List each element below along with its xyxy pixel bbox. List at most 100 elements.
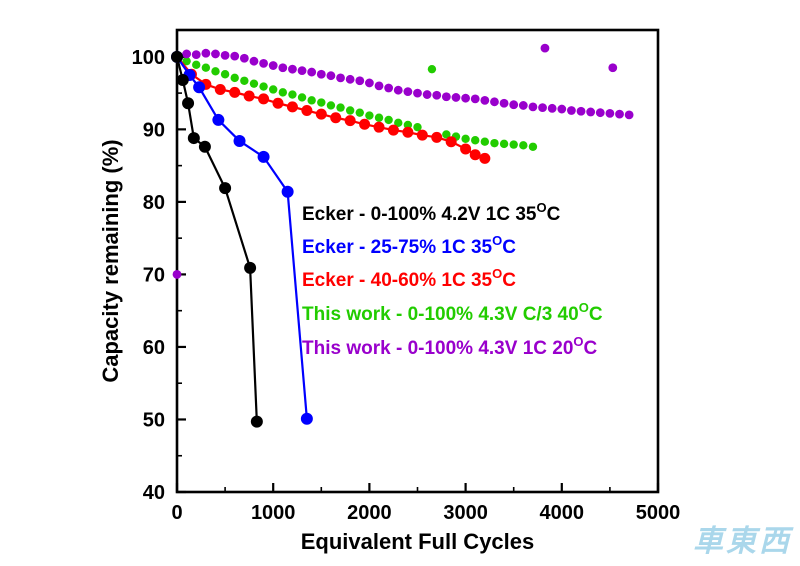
data-point — [176, 74, 189, 87]
data-point — [471, 136, 480, 145]
data-point — [286, 101, 298, 113]
data-point — [336, 73, 345, 83]
data-point — [307, 96, 316, 105]
data-point — [538, 103, 547, 113]
data-point — [528, 142, 538, 151]
data-point — [413, 88, 422, 98]
x-tick-label: 4000 — [540, 502, 585, 524]
data-point — [259, 58, 268, 68]
legend-entry-this-work-c3-40c: This work - 0-100% 4.3V C/3 40OC — [302, 300, 603, 325]
data-point — [427, 64, 437, 74]
data-point — [445, 136, 457, 148]
data-point — [431, 131, 443, 143]
data-point — [239, 53, 249, 63]
data-point — [258, 93, 270, 105]
data-point — [528, 102, 538, 112]
data-point — [171, 50, 183, 63]
data-point — [384, 83, 394, 93]
data-point — [374, 113, 384, 122]
data-point — [499, 98, 509, 108]
legend-entry-this-work-1c-20c: This work - 0-100% 4.3V 1C 20OC — [302, 334, 598, 359]
data-point — [586, 107, 596, 117]
data-point — [278, 63, 288, 73]
data-point — [461, 134, 470, 143]
data-point — [519, 141, 528, 150]
data-point — [624, 110, 634, 120]
data-point — [272, 97, 284, 109]
data-point — [518, 101, 528, 110]
data-point — [269, 85, 278, 94]
data-point — [233, 134, 246, 147]
data-point — [547, 103, 557, 113]
data-point — [608, 63, 618, 73]
watermark: 車東西 — [693, 525, 792, 558]
data-point — [268, 61, 278, 70]
x-tick-label: 2000 — [347, 502, 392, 524]
data-point — [211, 67, 220, 76]
data-point — [297, 66, 307, 76]
data-point — [229, 86, 241, 98]
data-point — [470, 94, 480, 104]
data-point — [557, 104, 567, 114]
series-line-ecker-25-75 — [176, 56, 308, 419]
x-axis-title: Equivalent Full Cycles — [301, 529, 535, 554]
data-point — [344, 115, 356, 127]
data-point — [441, 92, 451, 102]
data-point — [230, 51, 240, 61]
series-this-work-c3-40c — [172, 52, 538, 151]
series-line-ecker-0-100 — [175, 56, 258, 422]
data-point — [442, 130, 451, 139]
x-tick-label: 3000 — [443, 502, 488, 524]
data-point — [182, 97, 195, 110]
x-tick-label: 1000 — [251, 502, 296, 524]
legend-entry-ecker-25-75: Ecker - 25-75% 1C 35OC — [302, 233, 516, 258]
series-ecker-40-60 — [171, 51, 491, 164]
data-point — [211, 49, 220, 59]
data-point — [288, 90, 297, 99]
data-point — [461, 93, 470, 103]
data-point — [479, 152, 491, 164]
data-point — [365, 78, 374, 88]
data-point — [384, 115, 393, 125]
y-tick-label: 40 — [143, 482, 165, 504]
data-point — [315, 108, 327, 120]
data-point — [387, 124, 399, 136]
data-point — [509, 140, 518, 149]
data-point — [393, 85, 403, 95]
data-point — [230, 73, 239, 83]
y-tick-label: 70 — [143, 264, 165, 286]
data-point — [336, 103, 345, 112]
data-point — [499, 139, 509, 149]
data-point — [402, 126, 414, 138]
data-point — [605, 109, 615, 118]
data-point — [595, 108, 605, 118]
data-point — [469, 149, 481, 161]
data-point — [281, 185, 294, 198]
data-point — [490, 138, 499, 148]
data-point — [326, 101, 336, 110]
data-point — [257, 150, 270, 163]
data-point — [259, 82, 268, 91]
y-tick-label: 90 — [143, 119, 165, 141]
data-point — [240, 76, 249, 85]
data-point — [182, 49, 192, 59]
data-point — [345, 74, 355, 84]
data-point — [220, 50, 230, 60]
series-this-work-1c-20c — [172, 43, 634, 279]
data-point — [193, 81, 206, 94]
data-point — [416, 129, 428, 141]
y-tick-label: 60 — [143, 337, 165, 359]
data-point — [187, 132, 200, 145]
data-point — [330, 112, 342, 124]
data-point — [394, 118, 403, 128]
data-point — [451, 93, 461, 102]
data-point — [615, 109, 624, 119]
data-point — [432, 90, 442, 100]
data-point — [300, 412, 313, 425]
legend-entry-ecker-0-100: Ecker - 0-100% 4.2V 1C 35OC — [302, 200, 561, 225]
series-ecker-25-75 — [171, 50, 313, 425]
data-point — [219, 182, 232, 195]
data-point — [297, 93, 307, 102]
data-point — [359, 118, 371, 130]
